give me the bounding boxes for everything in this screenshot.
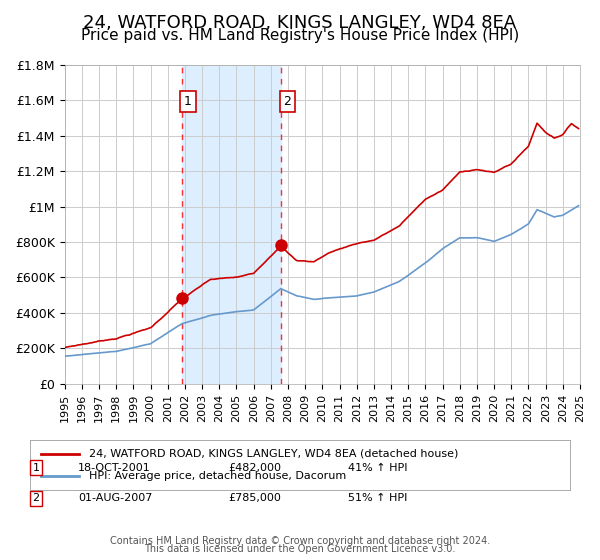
- Text: £785,000: £785,000: [228, 493, 281, 503]
- Text: This data is licensed under the Open Government Licence v3.0.: This data is licensed under the Open Gov…: [145, 544, 455, 554]
- Text: £482,000: £482,000: [228, 463, 281, 473]
- Text: 24, WATFORD ROAD, KINGS LANGLEY, WD4 8EA (detached house): 24, WATFORD ROAD, KINGS LANGLEY, WD4 8EA…: [89, 449, 459, 459]
- Bar: [182, 65, 281, 384]
- Text: 41% ↑ HPI: 41% ↑ HPI: [348, 463, 407, 473]
- Text: Price paid vs. HM Land Registry's House Price Index (HPI): Price paid vs. HM Land Registry's House …: [81, 28, 519, 43]
- Text: 2: 2: [32, 493, 40, 503]
- Text: HPI: Average price, detached house, Dacorum: HPI: Average price, detached house, Daco…: [89, 471, 347, 481]
- Text: 51% ↑ HPI: 51% ↑ HPI: [348, 493, 407, 503]
- Text: 1: 1: [32, 463, 40, 473]
- Text: 1: 1: [184, 95, 192, 108]
- Text: 24, WATFORD ROAD, KINGS LANGLEY, WD4 8EA: 24, WATFORD ROAD, KINGS LANGLEY, WD4 8EA: [83, 14, 517, 32]
- Text: Contains HM Land Registry data © Crown copyright and database right 2024.: Contains HM Land Registry data © Crown c…: [110, 536, 490, 546]
- Text: 18-OCT-2001: 18-OCT-2001: [78, 463, 151, 473]
- Text: 2: 2: [283, 95, 291, 108]
- Text: 01-AUG-2007: 01-AUG-2007: [78, 493, 152, 503]
